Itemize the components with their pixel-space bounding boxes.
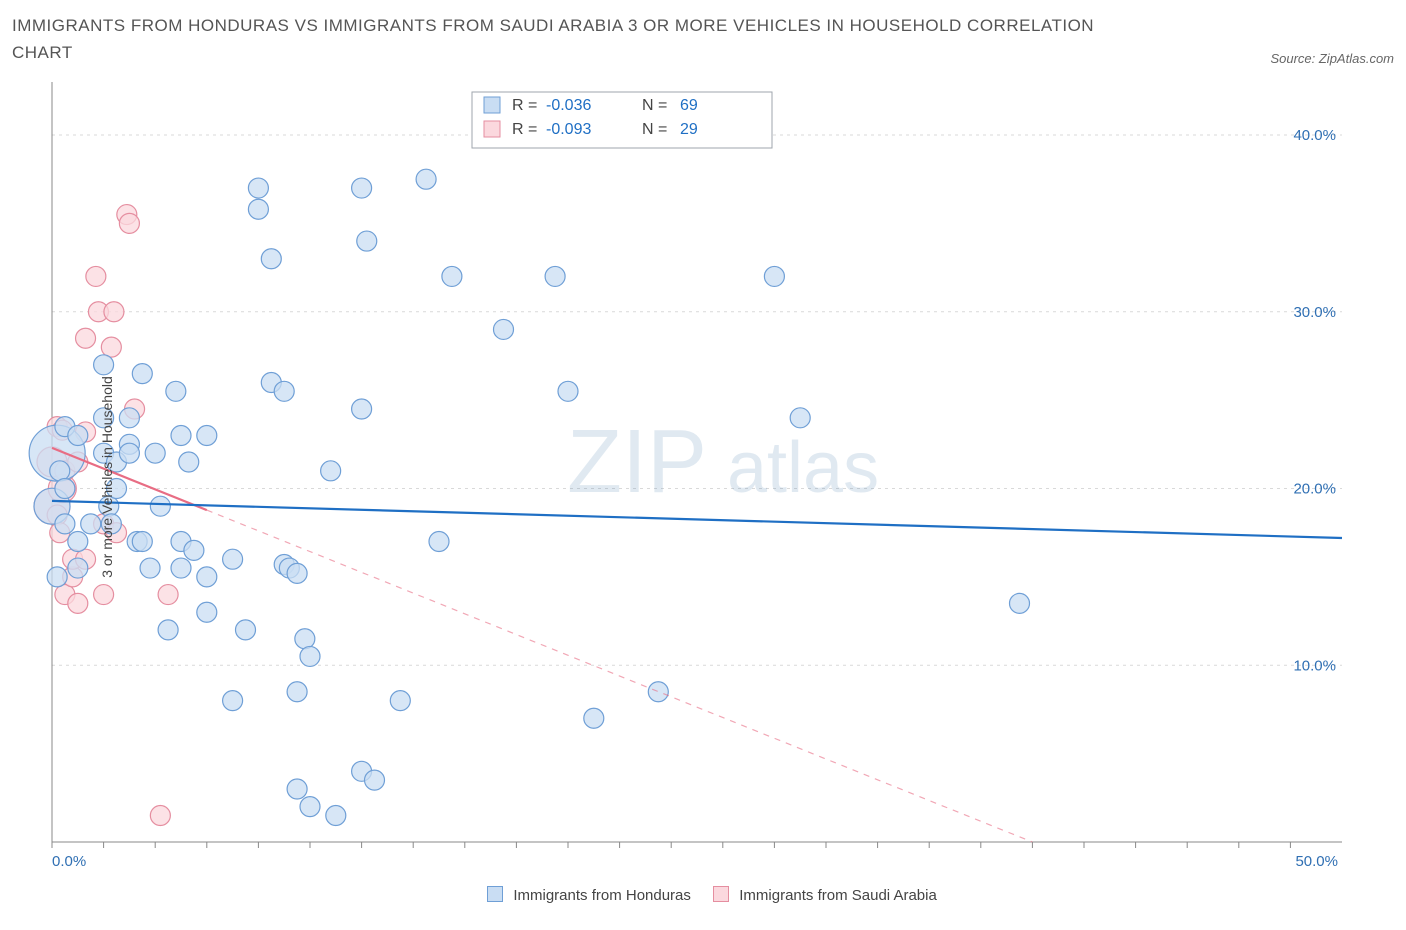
legend-swatch-honduras <box>487 886 503 902</box>
svg-text:R =: R = <box>512 121 537 138</box>
svg-text:50.0%: 50.0% <box>1295 853 1338 870</box>
svg-text:N =: N = <box>642 97 667 114</box>
svg-text:R =: R = <box>512 97 537 114</box>
legend-label-honduras: Immigrants from Honduras <box>513 887 691 904</box>
svg-text:29: 29 <box>680 121 698 138</box>
chart-container: 3 or more Vehicles in Household 10.0% 20.… <box>12 72 1394 882</box>
chart-header: IMMIGRANTS FROM HONDURAS VS IMMIGRANTS F… <box>12 12 1394 66</box>
y-axis-label: 3 or more Vehicles in Household <box>99 377 115 579</box>
svg-text:10.0%: 10.0% <box>1293 658 1336 675</box>
svg-text:20.0%: 20.0% <box>1293 481 1336 498</box>
svg-text:0.0%: 0.0% <box>52 853 86 870</box>
svg-text:ZIP: ZIP <box>567 412 707 512</box>
legend-label-saudi: Immigrants from Saudi Arabia <box>739 887 937 904</box>
legend-swatch-saudi <box>713 886 729 902</box>
svg-text:-0.093: -0.093 <box>546 121 591 138</box>
svg-text:N =: N = <box>642 121 667 138</box>
svg-text:atlas: atlas <box>727 428 879 508</box>
legend-bottom: Immigrants from Honduras Immigrants from… <box>12 882 1394 904</box>
svg-text:-0.036: -0.036 <box>546 97 591 114</box>
chart-title: IMMIGRANTS FROM HONDURAS VS IMMIGRANTS F… <box>12 12 1112 66</box>
svg-text:40.0%: 40.0% <box>1293 127 1336 144</box>
chart-source: Source: ZipAtlas.com <box>1270 51 1394 66</box>
svg-text:30.0%: 30.0% <box>1293 304 1336 321</box>
svg-text:69: 69 <box>680 97 698 114</box>
scatter-chart: 10.0% 20.0% 30.0% 40.0% ZIPatlas 0.0% 50.0% R =… <box>12 72 1362 882</box>
